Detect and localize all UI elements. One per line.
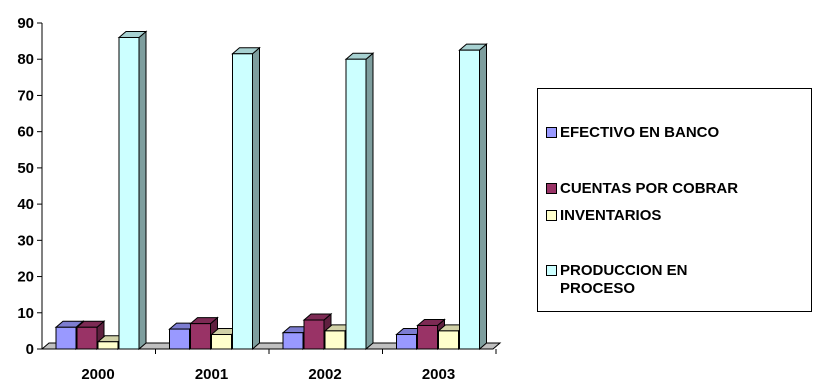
bar-2003-series-3	[458, 43, 488, 351]
y-tick-label: 80	[17, 51, 34, 68]
legend-item-efectivo-en-banco: EFECTIVO EN BANCO	[546, 124, 810, 142]
legend-item-cuentas-por-cobrar: CUENTAS POR COBRAR	[546, 180, 810, 198]
legend-label-3: PRODUCCION EN PROCESO	[560, 262, 688, 297]
y-tick-label: 40	[17, 196, 34, 213]
y-tick-label: 60	[17, 124, 34, 141]
y-tick-label: 70	[17, 87, 34, 104]
legend-swatch-1	[546, 183, 557, 194]
legend-swatch-0	[546, 127, 557, 138]
x-tick-label: 2000	[81, 366, 114, 383]
bar-2001-series-3	[231, 46, 261, 351]
y-tick-label: 90	[17, 15, 34, 32]
legend-label-0: EFECTIVO EN BANCO	[560, 124, 720, 141]
bar-2002-series-3	[344, 52, 375, 351]
legend-item-inventarios: INVENTARIOS	[546, 207, 810, 225]
legend-swatch-2	[546, 210, 557, 221]
bar-2000-series-3	[117, 30, 148, 351]
legend-label-2: INVENTARIOS	[560, 207, 662, 224]
x-tick-label: 2002	[308, 366, 341, 383]
legend-item-produccion-en-proceso: PRODUCCION EN PROCESO	[546, 262, 750, 298]
y-tick-label: 30	[17, 232, 34, 249]
x-tick-label: 2001	[195, 366, 228, 383]
chart-legend: EFECTIVO EN BANCO CUENTAS POR COBRAR INV…	[537, 88, 812, 312]
legend-label-1: CUENTAS POR COBRAR	[560, 180, 739, 197]
bar-2003-series-1	[416, 318, 446, 351]
x-tick-label: 2003	[422, 366, 455, 383]
y-tick-label: 10	[17, 305, 34, 322]
legend-swatch-3	[546, 265, 557, 276]
y-tick-label: 50	[17, 160, 34, 177]
y-tick-label: 0	[26, 341, 34, 358]
y-tick-label: 20	[17, 269, 34, 286]
